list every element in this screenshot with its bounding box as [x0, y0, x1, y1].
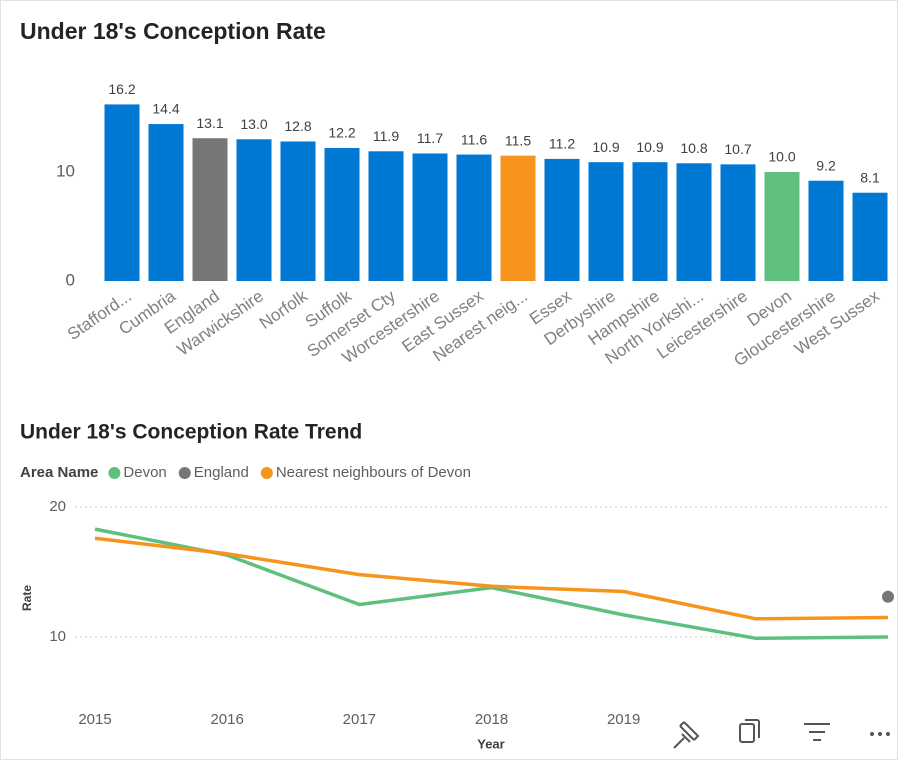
bar: [368, 151, 404, 281]
bar: [236, 139, 272, 281]
filter-icon[interactable]: [804, 723, 830, 741]
line: [94, 536, 889, 621]
data-label: 11.5: [505, 132, 531, 148]
bar: [676, 163, 712, 281]
bar: [852, 192, 888, 281]
bar: [500, 155, 536, 281]
y-tick-label: 20: [49, 498, 66, 515]
legend-label: Devon: [123, 464, 166, 481]
legend-label: Nearest neighbours of Devon: [276, 464, 471, 481]
toolbar: [673, 719, 890, 749]
legend-swatch: [108, 467, 121, 479]
point: [882, 590, 894, 603]
y-tick-label: 0: [66, 270, 75, 289]
data-label: 12.2: [328, 125, 355, 141]
bar: [104, 104, 140, 281]
bar: [544, 158, 580, 281]
y-axis-title: Rate: [20, 585, 34, 611]
x-axis-title: Year: [477, 736, 504, 751]
data-label: 10.0: [768, 149, 795, 165]
y-tick-label: 10: [56, 161, 75, 180]
bar: [324, 148, 360, 281]
data-label: 16.2: [108, 81, 135, 97]
bar: [808, 180, 844, 281]
x-tick-label: 2019: [607, 711, 640, 728]
data-label: 11.6: [461, 131, 487, 147]
copy-icon[interactable]: [739, 719, 760, 743]
data-label: 13.0: [240, 116, 267, 132]
bar: [412, 153, 448, 281]
more-icon[interactable]: [870, 732, 890, 736]
data-label: 10.9: [636, 139, 663, 155]
legend-title: Area Name: [20, 464, 98, 481]
bar: [720, 164, 756, 281]
pin-icon[interactable]: [673, 721, 700, 749]
x-tick-label: 2018: [475, 711, 508, 728]
bar: [280, 141, 316, 281]
y-tick-label: 10: [49, 628, 66, 645]
legend-swatch: [178, 467, 191, 479]
bar: [192, 138, 228, 281]
x-tick-label: 2015: [78, 711, 111, 728]
bar: [632, 162, 668, 281]
data-label: 8.1: [860, 169, 880, 185]
data-label: 10.7: [724, 141, 751, 157]
legend-swatch: [260, 467, 273, 479]
bar: [456, 154, 492, 281]
data-label: 11.9: [373, 128, 399, 144]
data-label: 10.9: [592, 139, 619, 155]
data-label: 10.8: [680, 140, 707, 156]
data-label: 11.2: [549, 136, 575, 152]
data-label: 11.7: [417, 130, 443, 146]
bar: [588, 162, 624, 281]
data-label: 14.4: [152, 101, 179, 117]
data-label: 9.2: [816, 157, 836, 173]
bar: [148, 124, 184, 281]
x-tick-label: 2017: [343, 711, 376, 728]
data-label: 13.1: [196, 115, 223, 131]
data-label: 12.8: [284, 118, 311, 134]
bar: [764, 172, 800, 281]
x-tick-label: 2016: [210, 711, 243, 728]
legend-label: England: [194, 464, 249, 481]
chart-title: Under 18's Conception Rate Trend: [20, 421, 362, 444]
chart-title: Under 18's Conception Rate: [20, 18, 326, 44]
